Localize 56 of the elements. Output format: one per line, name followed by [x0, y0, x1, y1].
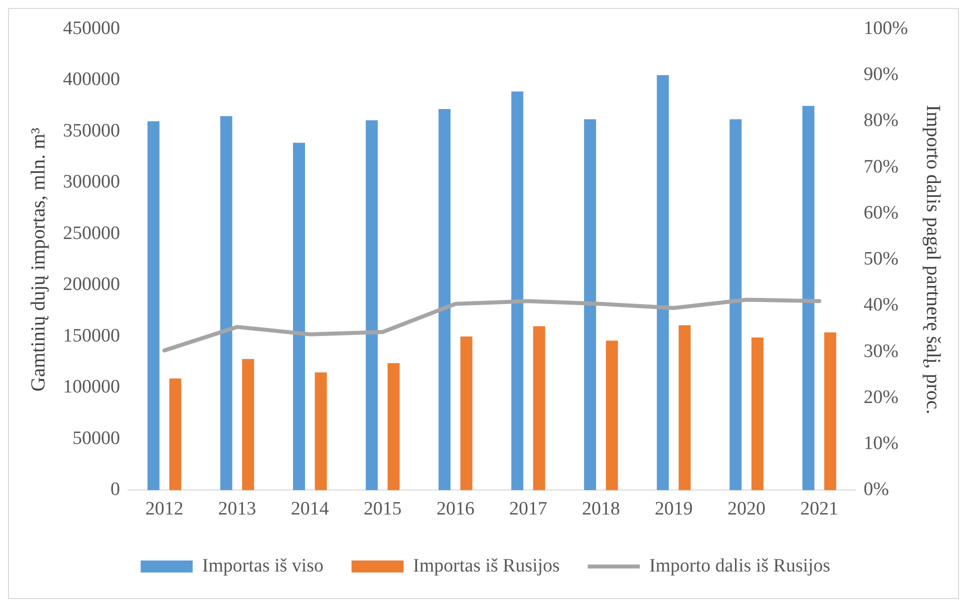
y2-tick-label: 90% — [864, 64, 899, 86]
bar — [460, 336, 472, 490]
bar — [533, 326, 546, 490]
y2-tick-label: 20% — [864, 386, 899, 408]
y-tick-label: 0 — [110, 479, 120, 500]
x-tick-label: 2013 — [218, 498, 256, 520]
bar — [438, 108, 451, 490]
x-tick-label: 2017 — [509, 498, 548, 520]
x-tick-label: 2021 — [800, 498, 838, 520]
y-tick-label: 250000 — [63, 222, 120, 244]
y-tick-label: 400000 — [63, 69, 120, 90]
x-tick-label: 2015 — [364, 498, 402, 520]
y2-tick-label: 100% — [864, 18, 908, 39]
bar — [584, 119, 596, 490]
bar — [147, 121, 160, 490]
x-tick-label: 2012 — [145, 498, 184, 520]
y-tick-label: 100000 — [63, 376, 120, 398]
legend-label: Importo dalis iš Rusijos — [649, 555, 830, 576]
x-tick-label: 2020 — [728, 498, 766, 520]
bar — [314, 372, 327, 490]
y-axis-title: Gamtinių dujų importas, mln. m³ — [27, 128, 50, 392]
bar — [802, 106, 814, 490]
bar — [678, 325, 691, 490]
bar — [366, 120, 378, 490]
y2-tick-label: 50% — [864, 248, 899, 270]
legend-label: Importas iš viso — [202, 555, 324, 576]
y-tick-label: 450000 — [63, 18, 120, 39]
x-tick-label: 2019 — [654, 498, 693, 520]
y-tick-label: 300000 — [63, 172, 120, 193]
bar — [824, 332, 836, 490]
bar — [293, 142, 306, 490]
x-tick-label: 2018 — [582, 498, 620, 520]
y-tick-label: 200000 — [63, 274, 120, 296]
y2-tick-label: 30% — [864, 340, 899, 362]
y2-tick-label: 10% — [864, 433, 899, 454]
bar — [656, 75, 669, 490]
bar — [606, 340, 618, 490]
bar — [730, 119, 742, 490]
legend-label: Importas iš Rusijos — [413, 555, 560, 576]
y2-tick-label: 70% — [864, 156, 899, 178]
y2-tick-label: 60% — [864, 202, 899, 224]
bar — [242, 359, 254, 490]
y2-tick-label: 0% — [864, 479, 890, 500]
y2-axis-title: Importo dalis pagal partnerę šalį, proc. — [922, 104, 944, 414]
x-tick-label: 2016 — [436, 498, 474, 520]
x-tick-label: 2014 — [290, 498, 330, 520]
bar — [220, 116, 232, 490]
y-tick-label: 150000 — [63, 325, 120, 346]
y-tick-label: 350000 — [63, 120, 120, 142]
bar — [511, 92, 524, 490]
y2-tick-label: 80% — [864, 110, 899, 132]
bar — [388, 363, 400, 490]
y2-tick-label: 40% — [864, 294, 899, 316]
bar — [169, 378, 182, 490]
y-tick-label: 50000 — [72, 428, 120, 449]
bar — [751, 337, 764, 490]
